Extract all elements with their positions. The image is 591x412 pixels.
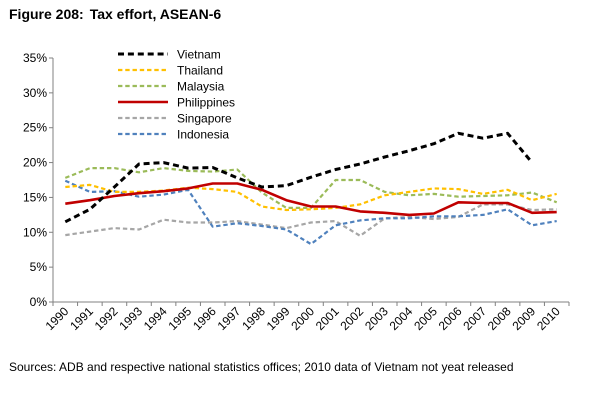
figure-title-text: Tax effort, ASEAN-6 bbox=[89, 6, 222, 22]
x-tick-label: 1999 bbox=[264, 304, 293, 333]
x-tick-label: 1991 bbox=[67, 304, 96, 333]
y-tick-label: 35% bbox=[23, 51, 47, 65]
series-layer bbox=[64, 131, 558, 246]
figure-number: Figure 208: bbox=[9, 6, 84, 22]
figure-title: Figure 208: Tax effort, ASEAN-6 bbox=[9, 6, 221, 22]
series-line-vietnam bbox=[64, 131, 534, 224]
y-tick-label: 15% bbox=[23, 190, 47, 204]
x-tick-label: 1995 bbox=[165, 304, 194, 333]
x-tick-label: 2003 bbox=[362, 304, 391, 333]
series-line-indonesia bbox=[64, 179, 557, 246]
x-tick-label: 2006 bbox=[436, 304, 465, 333]
x-tick-label: 2004 bbox=[387, 304, 416, 333]
source-note: Sources: ADB and respective national sta… bbox=[9, 360, 514, 374]
x-tick-label: 2009 bbox=[509, 304, 538, 333]
x-axis: 1990199119921993199419951996199719981999… bbox=[43, 301, 570, 333]
legend-label-vietnam: Vietnam bbox=[177, 48, 221, 62]
legend-label-malaysia: Malaysia bbox=[177, 80, 225, 94]
y-tick-label: 0% bbox=[30, 295, 48, 309]
x-tick-label: 2010 bbox=[534, 304, 563, 333]
x-tick-label: 1993 bbox=[116, 304, 145, 333]
legend-label-singapore: Singapore bbox=[177, 112, 232, 126]
series-line-philippines bbox=[65, 182, 557, 217]
x-tick-label: 2000 bbox=[288, 304, 317, 333]
y-tick-label: 25% bbox=[23, 121, 47, 135]
series-line-malaysia bbox=[64, 167, 558, 209]
x-tick-label: 1992 bbox=[92, 304, 121, 333]
y-tick-label: 10% bbox=[23, 225, 47, 239]
x-tick-label: 1994 bbox=[141, 304, 170, 333]
x-tick-label: 1997 bbox=[215, 304, 244, 333]
x-tick-label: 2005 bbox=[411, 304, 440, 333]
x-tick-label: 2007 bbox=[460, 304, 489, 333]
legend: Vietnam Thailand Malaysia Philippines Singap… bbox=[118, 48, 235, 142]
y-tick-label: 20% bbox=[23, 156, 47, 170]
x-tick-label: 1998 bbox=[239, 304, 268, 333]
x-tick-label: 2008 bbox=[485, 304, 514, 333]
y-axis: 0% 5% 10% 15% 20% 25% 30% 35% bbox=[23, 51, 54, 309]
legend-label-thailand: Thailand bbox=[177, 64, 223, 78]
legend-label-philippines: Philippines bbox=[177, 96, 235, 110]
x-tick-label: 1996 bbox=[190, 304, 219, 333]
legend-label-indonesia: Indonesia bbox=[177, 128, 229, 142]
x-tick-label: 2001 bbox=[313, 304, 342, 333]
y-tick-label: 30% bbox=[23, 86, 47, 100]
series-line-singapore bbox=[65, 203, 557, 237]
y-tick-label: 5% bbox=[30, 260, 48, 274]
x-tick-label: 2002 bbox=[337, 304, 366, 333]
